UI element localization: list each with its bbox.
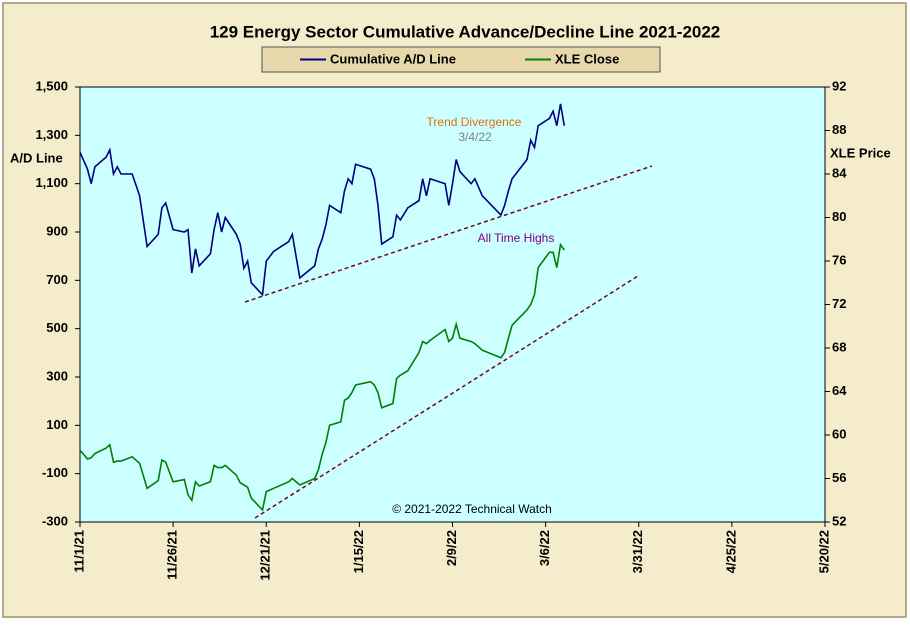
x-tick-label: 3/31/22: [630, 530, 645, 573]
plot-area: [79, 86, 826, 523]
x-tick-label: 3/6/22: [537, 530, 552, 566]
y2-tick-label: 52: [832, 513, 846, 528]
x-tick-label: 4/25/22: [723, 530, 738, 573]
chart-title: 129 Energy Sector Cumulative Advance/Dec…: [210, 22, 721, 41]
y2-axis-title: XLE Price: [830, 145, 891, 160]
series-line: [79, 103, 566, 297]
y-tick-label: 700: [46, 272, 68, 287]
series-line: [79, 242, 565, 512]
annotation: Trend Divergence: [427, 115, 522, 129]
y2-tick-label: 84: [832, 165, 847, 180]
x-tick-label: 5/20/22: [816, 530, 831, 573]
x-tick-label: 11/26/21: [165, 530, 180, 580]
y-axis-title: A/D Line: [10, 150, 63, 165]
y-tick-label: 500: [46, 320, 68, 335]
y2-tick-label: 56: [832, 470, 846, 485]
copyright: © 2021-2022 Technical Watch: [392, 502, 552, 516]
y2-tick-label: 68: [832, 339, 846, 354]
y2-tick-label: 80: [832, 209, 846, 224]
annotation: 3/4/22: [458, 130, 492, 144]
y2-tick-label: 92: [832, 78, 846, 93]
y-tick-label: 900: [46, 223, 68, 238]
x-tick-label: 11/1/21: [71, 530, 86, 573]
legend-label: XLE Close: [555, 51, 619, 66]
legend-label: Cumulative A/D Line: [330, 51, 456, 66]
y-tick-label: -100: [42, 465, 68, 480]
y-tick-label: 1,500: [35, 78, 68, 93]
y-tick-label: 1,300: [35, 127, 68, 142]
x-tick-label: 12/21/21: [258, 530, 273, 581]
x-tick-label: 1/15/22: [351, 530, 366, 573]
y2-tick-label: 72: [832, 296, 846, 311]
legend-box: [261, 46, 661, 73]
y-tick-label: 300: [46, 368, 68, 383]
annotation: All Time Highs: [478, 231, 555, 245]
y2-tick-label: 64: [832, 383, 847, 398]
x-tick-label: 2/9/22: [444, 530, 459, 566]
y-tick-label: 100: [46, 417, 68, 432]
y2-tick-label: 76: [832, 252, 846, 267]
trend-line: [254, 275, 639, 519]
y-tick-label: 1,100: [35, 175, 68, 190]
y-tick-label: -300: [42, 513, 68, 528]
y2-tick-label: 88: [832, 122, 846, 137]
y2-tick-label: 60: [832, 426, 846, 441]
trend-line: [244, 165, 653, 303]
